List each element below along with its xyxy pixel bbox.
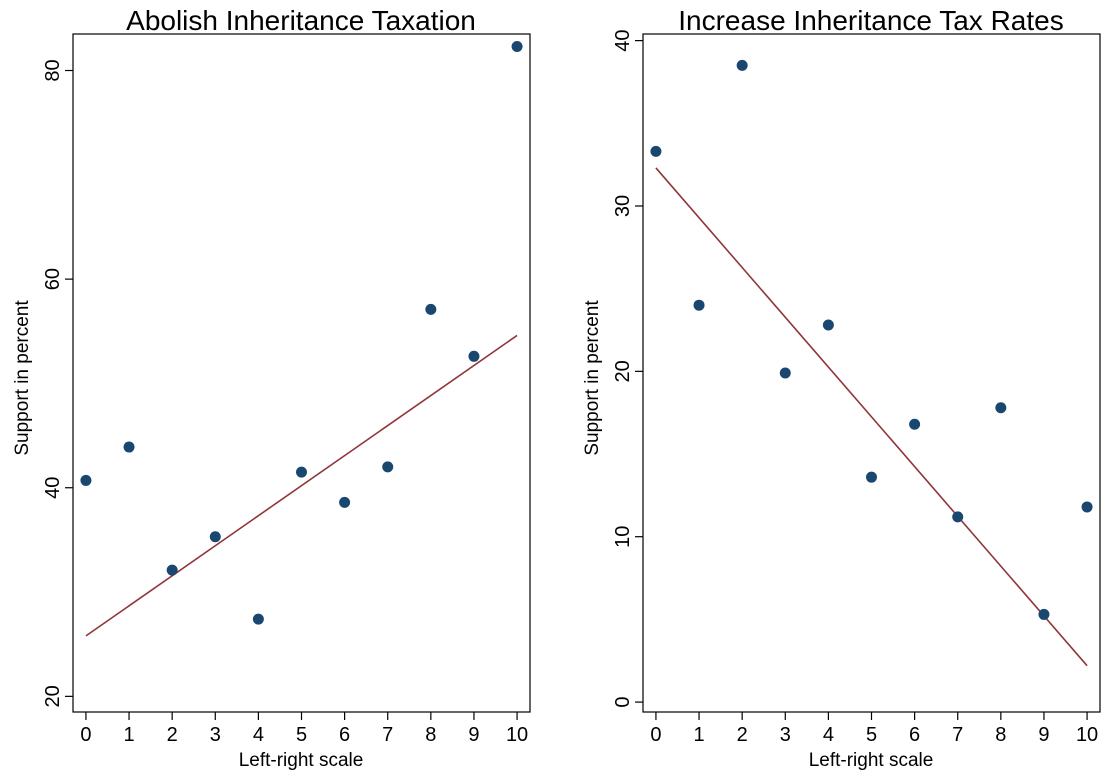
right-x-axis: 0 1 2 3 4 5 6 7 8 9 10 — [650, 712, 1098, 746]
left-y-tick-label: 80 — [42, 59, 64, 81]
left-y-tick-label: 20 — [42, 685, 64, 707]
right-x-tick-label: 8 — [995, 724, 1006, 746]
right-fit-line — [655, 167, 1088, 667]
right-x-tick-label: 1 — [693, 724, 704, 746]
left-panel: Abolish Inheritance Taxation 20 40 60 80 0 1… — [12, 5, 531, 771]
left-x-tick-label: 9 — [468, 724, 479, 746]
right-y-tick-label: 0 — [612, 697, 634, 708]
right-x-tick-label: 4 — [823, 724, 834, 746]
left-data-point — [296, 466, 307, 478]
left-chart-title: Abolish Inheritance Taxation — [126, 5, 476, 36]
left-x-tick-label: 5 — [296, 724, 307, 746]
left-data-point — [209, 531, 221, 543]
left-x-tick-label: 8 — [425, 724, 436, 746]
left-data-point — [382, 461, 394, 473]
right-x-tick-label: 10 — [1076, 724, 1098, 746]
right-y-tick-label: 20 — [612, 360, 634, 382]
left-data-point — [511, 41, 523, 53]
right-x-tick-label: 3 — [780, 724, 791, 746]
right-x-tick-label: 2 — [737, 724, 748, 746]
left-x-tick-label: 0 — [80, 724, 91, 746]
right-x-axis-label: Left-right scale — [809, 750, 934, 771]
right-data-point — [822, 319, 834, 331]
right-data-point — [866, 471, 877, 483]
left-x-tick-label: 7 — [382, 724, 393, 746]
left-data-point — [80, 474, 92, 486]
left-data-point — [252, 613, 264, 625]
right-data-point — [779, 367, 791, 379]
left-x-axis: 0 1 2 3 4 5 6 7 8 9 10 — [80, 712, 528, 746]
left-fit-line — [85, 334, 518, 637]
left-data-point — [339, 496, 351, 508]
left-x-tick-label: 2 — [167, 724, 178, 746]
right-x-tick-label: 6 — [909, 724, 920, 746]
left-x-tick-label: 1 — [123, 724, 134, 746]
left-data-point — [468, 350, 480, 362]
right-data-point — [1081, 501, 1093, 513]
right-data-point — [693, 299, 705, 311]
right-data-point — [995, 402, 1007, 414]
right-chart-title: Increase Inheritance Tax Rates — [678, 5, 1063, 36]
right-data-point — [952, 511, 964, 523]
left-data-point — [166, 564, 178, 576]
left-data-point — [425, 303, 437, 315]
right-y-axis-label: Support in percent — [582, 300, 603, 456]
right-data-point — [909, 418, 921, 430]
right-panel: Increase Inheritance Tax Rates 010203040… — [582, 5, 1101, 771]
left-y-tick-label: 60 — [42, 268, 64, 290]
left-y-tick-label: 40 — [42, 477, 64, 499]
right-x-tick-label: 5 — [866, 724, 877, 746]
left-scatter-series — [80, 41, 523, 625]
right-x-tick-label: 7 — [952, 724, 963, 746]
left-y-axis-label: Support in percent — [12, 300, 33, 456]
right-y-tick-label: 10 — [612, 526, 634, 548]
left-x-axis-label: Left-right scale — [239, 750, 364, 771]
right-y-tick-label: 30 — [612, 195, 634, 217]
left-fit-series — [85, 334, 518, 637]
right-x-tick-label: 9 — [1038, 724, 1049, 746]
right-y-axis: 0 10 20 30 40 — [612, 29, 643, 708]
right-scatter-series — [650, 59, 1093, 620]
right-data-point — [736, 59, 748, 71]
left-x-tick-label: 3 — [210, 724, 221, 746]
left-x-tick-label: 6 — [339, 724, 350, 746]
left-x-tick-label: 10 — [506, 724, 528, 746]
left-y-axis: 20 40 60 80 — [42, 59, 73, 707]
right-y-tick-label: 40 — [612, 29, 634, 51]
left-data-point — [123, 441, 135, 453]
right-x-tick-label: 0 — [650, 724, 661, 746]
right-fit-series — [655, 167, 1088, 667]
right-data-point — [1038, 608, 1050, 620]
right-data-point — [650, 145, 662, 157]
left-x-tick-label: 4 — [253, 724, 264, 746]
